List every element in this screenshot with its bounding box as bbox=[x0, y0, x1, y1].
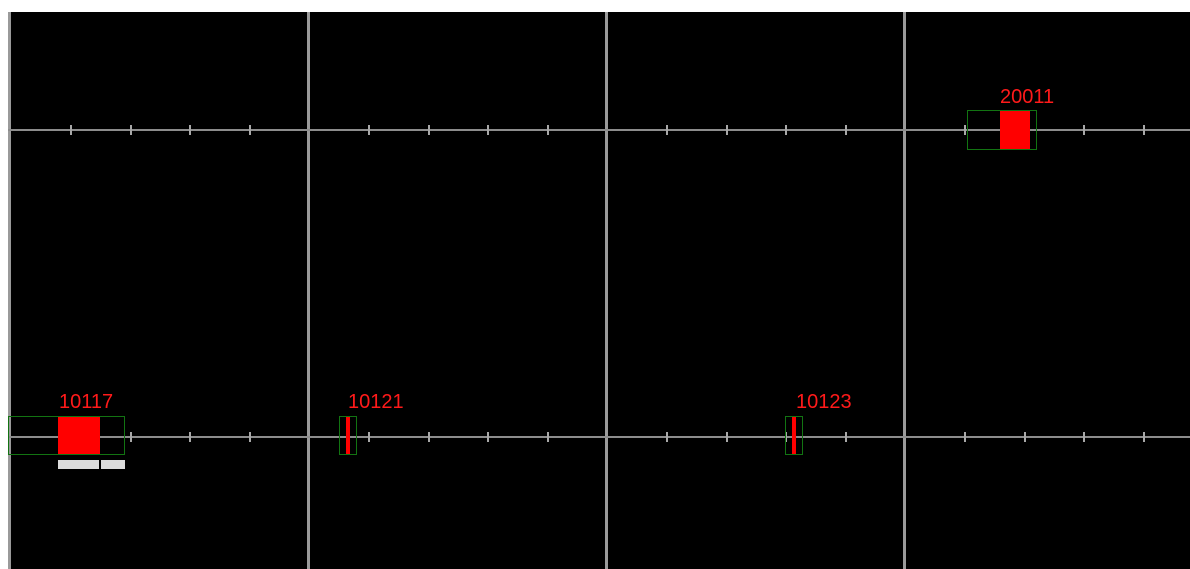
selection-indicator-divider bbox=[99, 460, 101, 469]
track-tick-mark bbox=[1083, 125, 1085, 135]
track-tick-mark bbox=[1143, 125, 1145, 135]
train-block-10121-outline[interactable] bbox=[339, 416, 357, 455]
track-line-upper bbox=[8, 129, 1190, 131]
train-block-10117[interactable] bbox=[58, 417, 100, 454]
track-tick-mark bbox=[1083, 432, 1085, 442]
track-tick-mark bbox=[964, 432, 966, 442]
track-tick-mark bbox=[785, 125, 787, 135]
track-tick-mark bbox=[666, 432, 668, 442]
track-tick-mark bbox=[428, 432, 430, 442]
train-label-10123: 10123 bbox=[796, 391, 852, 413]
track-tick-mark bbox=[189, 432, 191, 442]
track-tick-mark bbox=[964, 125, 966, 135]
track-tick-mark bbox=[130, 432, 132, 442]
train-block-10121[interactable] bbox=[346, 417, 350, 454]
track-tick-mark bbox=[547, 432, 549, 442]
track-tick-mark bbox=[249, 125, 251, 135]
track-tick-mark bbox=[666, 125, 668, 135]
section-boundary-line bbox=[903, 12, 906, 569]
track-tick-mark bbox=[1024, 432, 1026, 442]
track-tick-mark bbox=[368, 125, 370, 135]
section-boundary-line bbox=[307, 12, 310, 569]
track-tick-mark bbox=[547, 125, 549, 135]
diagram-viewport bbox=[8, 12, 1190, 569]
train-block-10123-outline[interactable] bbox=[785, 416, 803, 455]
track-tick-mark bbox=[368, 432, 370, 442]
track-tick-mark bbox=[189, 125, 191, 135]
track-tick-mark bbox=[70, 125, 72, 135]
track-tick-mark bbox=[726, 125, 728, 135]
track-tick-mark bbox=[249, 432, 251, 442]
train-label-10117: 10117 bbox=[59, 391, 114, 413]
train-block-20011-outline[interactable] bbox=[967, 110, 1037, 150]
track-tick-mark bbox=[726, 432, 728, 442]
track-tick-mark bbox=[785, 432, 787, 442]
train-block-10117-outline[interactable] bbox=[8, 416, 125, 455]
track-tick-mark bbox=[428, 125, 430, 135]
track-tick-mark bbox=[487, 432, 489, 442]
track-line-lower bbox=[8, 436, 1190, 438]
track-tick-mark bbox=[845, 432, 847, 442]
train-label-20011: 20011 bbox=[1000, 86, 1055, 108]
section-boundary-line bbox=[8, 12, 11, 569]
selection-indicator bbox=[58, 460, 125, 469]
track-tick-mark bbox=[130, 125, 132, 135]
track-tick-mark bbox=[845, 125, 847, 135]
train-label-10121: 10121 bbox=[348, 391, 404, 413]
track-tick-mark bbox=[1143, 432, 1145, 442]
train-block-10123[interactable] bbox=[792, 417, 796, 454]
section-boundary-line bbox=[605, 12, 608, 569]
train-block-20011[interactable] bbox=[1000, 111, 1030, 149]
track-tick-mark bbox=[487, 125, 489, 135]
